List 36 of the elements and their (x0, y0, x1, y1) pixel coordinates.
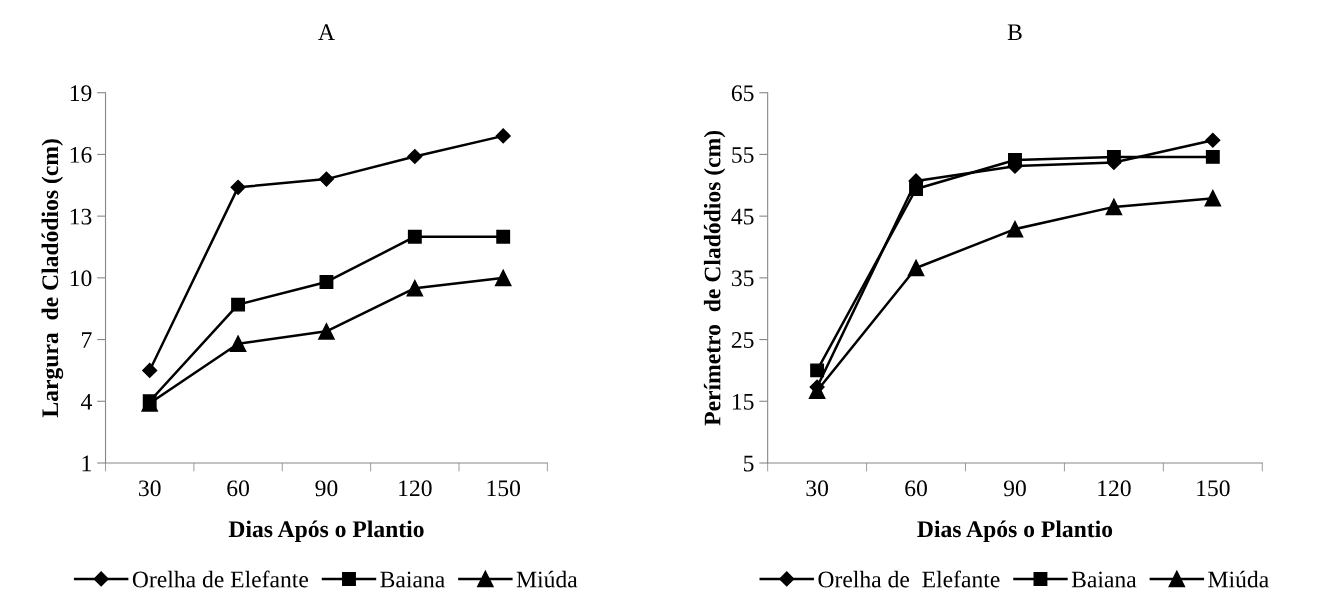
x-axis-title: Dias Após o Plantio (917, 520, 1113, 542)
y-tick-label: 25 (731, 332, 754, 348)
x-tick-label: 120 (399, 480, 432, 497)
x-tick-label: 60 (227, 480, 249, 497)
x-tick-label: 30 (806, 480, 829, 497)
y-tick-label: 1 (82, 455, 91, 472)
legend-label: Miúda (516, 570, 578, 588)
x-tick-label: 120 (1098, 480, 1131, 497)
y-tick-label: 15 (732, 393, 754, 410)
x-tick-label: 90 (315, 480, 338, 497)
y-tick-label: 65 (731, 85, 754, 102)
x-tick-label: 90 (1003, 480, 1026, 497)
y-tick-label: 45 (731, 208, 754, 225)
chart-title: B (1007, 24, 1022, 41)
x-tick-label: 150 (487, 480, 521, 497)
x-axis-title: Dias Após o Plantio (228, 520, 424, 542)
y-tick-label: 35 (731, 270, 754, 287)
x-tick-label: 30 (139, 480, 161, 497)
y-axis-title: Largura de Cladódios (cm) (41, 139, 64, 418)
x-tick-label: 60 (905, 480, 927, 497)
legend-label: Orelha de Elefante (818, 570, 1000, 588)
legend-label: Orelha de Elefante (132, 570, 309, 588)
legend-label: Baiana (380, 571, 445, 588)
y-tick-label: 55 (732, 147, 754, 163)
y-axis-title: Perímetro de Cladódios (cm) (703, 130, 726, 426)
y-tick-label: 10 (70, 270, 92, 287)
y-tick-label: 5 (744, 455, 754, 472)
y-tick-label: 4 (80, 393, 92, 410)
y-tick-label: 13 (70, 208, 92, 225)
legend-label: Miúda (1208, 570, 1269, 588)
legend-label: Baiana (1071, 571, 1137, 588)
y-tick-label: 16 (70, 146, 92, 163)
chart-title: A (318, 24, 335, 40)
y-tick-label: 19 (70, 85, 92, 102)
y-tick-label: 7 (82, 332, 92, 348)
x-tick-label: 150 (1197, 480, 1230, 497)
